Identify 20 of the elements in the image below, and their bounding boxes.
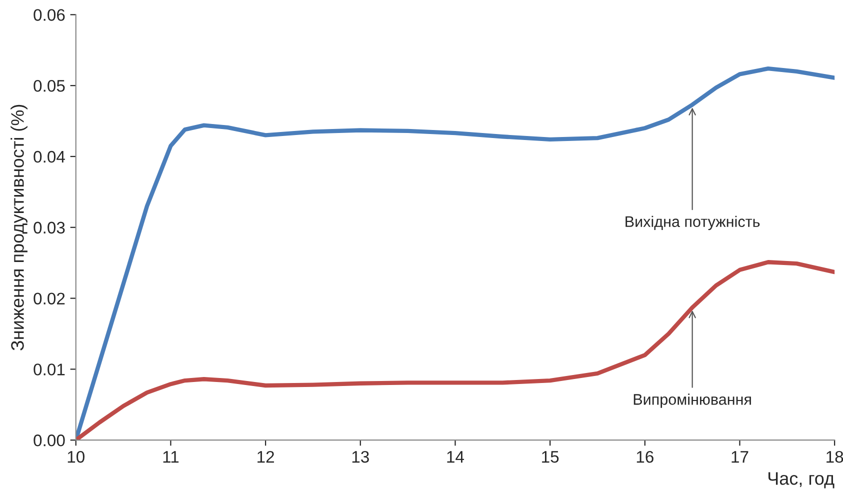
- x-tick-label: 15: [542, 451, 559, 463]
- y-axis-title: Зниження продуктивності (%): [10, 104, 28, 350]
- y-tick-label: 0.06: [34, 9, 65, 21]
- annotation: Вихідна потужність: [626, 216, 760, 230]
- y-tick-label: 0.00: [34, 434, 65, 446]
- x-tick-label: 16: [636, 450, 654, 463]
- x-tick-label: 14: [447, 451, 464, 463]
- y-tick-label: 0.05: [34, 80, 65, 92]
- x-tick-label: 10: [68, 450, 84, 463]
- x-axis-title: Час, год: [768, 472, 834, 488]
- x-tick-label: 13: [352, 450, 369, 463]
- x-tick-label: 12: [258, 450, 274, 463]
- y-tick-label: 0.02: [34, 292, 65, 304]
- annotation: Випромінювання: [634, 394, 751, 408]
- y-tick-label: 0.01: [34, 364, 65, 376]
- x-tick-label: 18: [826, 450, 843, 463]
- x-tick-label: 11: [163, 451, 179, 463]
- y-tick-label: 0.04: [34, 150, 65, 163]
- x-tick-label: 17: [732, 451, 748, 463]
- y-tick-label: 0.03: [34, 222, 65, 234]
